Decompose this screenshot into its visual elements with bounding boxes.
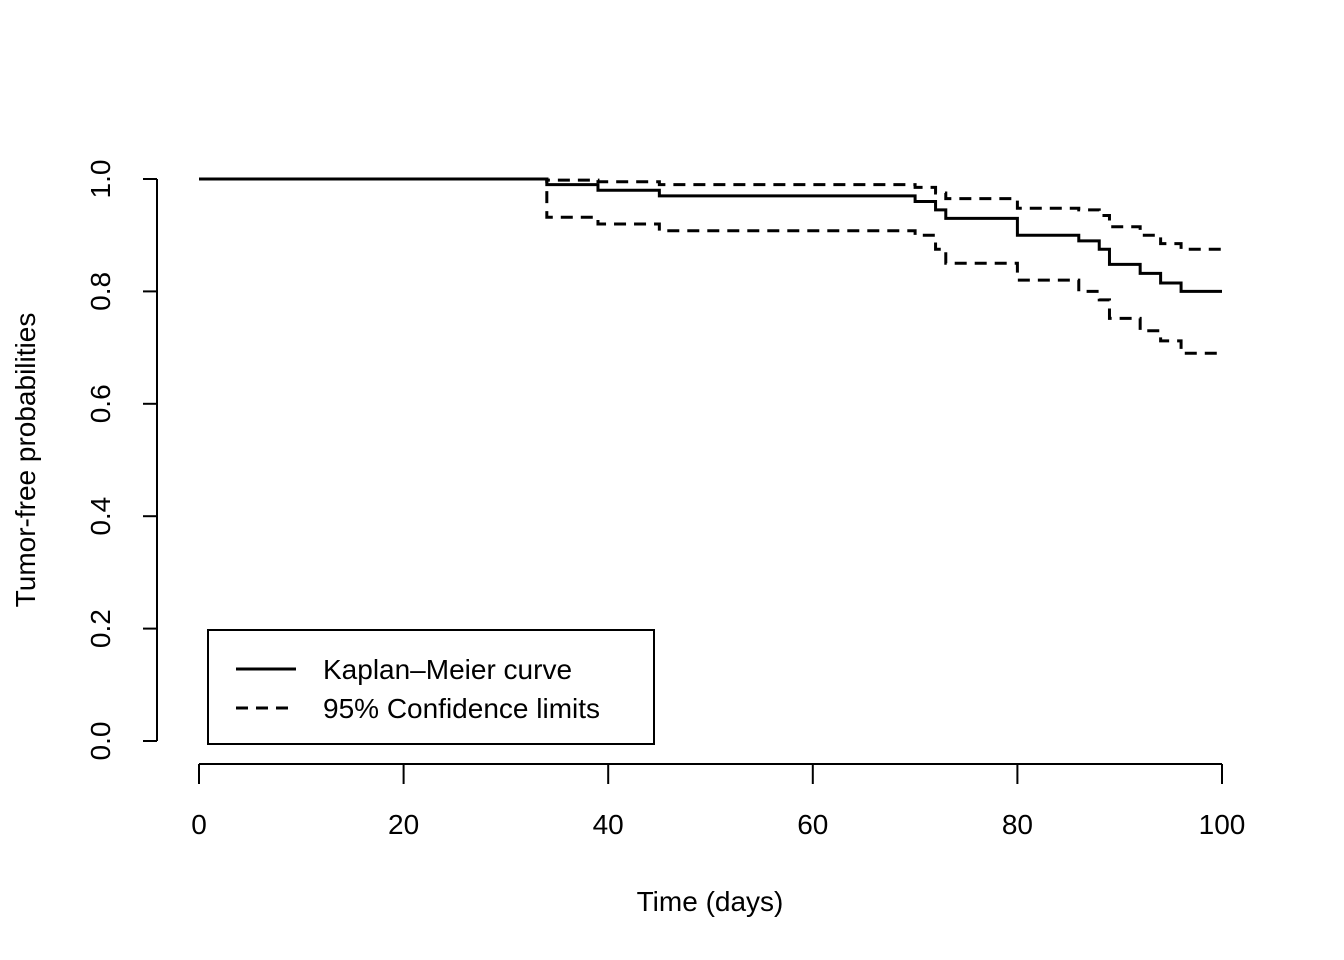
legend-box	[207, 629, 655, 745]
y-tick-label: 1.0	[85, 160, 116, 199]
x-axis-title: Time (days)	[637, 886, 784, 917]
legend-label-km-curve: Kaplan–Meier curve	[323, 654, 572, 685]
y-axis: 0.0 0.2 0.4 0.6 0.8 1.0	[85, 160, 158, 761]
x-tick-label: 40	[593, 809, 624, 840]
x-tick-label: 0	[191, 809, 207, 840]
lower-confidence-limit-line	[199, 177, 1224, 355]
y-tick-label: 0.8	[85, 272, 116, 311]
kaplan-meier-curve-line	[199, 177, 1222, 293]
legend: Kaplan–Meier curve 95% Confidence limits	[207, 629, 655, 745]
x-tick-label: 20	[388, 809, 419, 840]
y-tick-label: 0.2	[85, 609, 116, 648]
x-tick-label: 100	[1199, 809, 1246, 840]
y-axis-title: Tumor-free probabilities	[10, 313, 41, 608]
y-tick-label: 0.6	[85, 384, 116, 423]
y-tick-label: 0.4	[85, 497, 116, 536]
y-tick-label: 0.0	[85, 722, 116, 761]
x-axis: 0 20 40 60 80 100	[191, 763, 1246, 840]
legend-label-confidence-limits: 95% Confidence limits	[323, 693, 600, 724]
x-tick-label: 80	[1002, 809, 1033, 840]
upper-confidence-limit-line	[199, 177, 1224, 251]
series-layer	[199, 177, 1224, 355]
x-tick-label: 60	[797, 809, 828, 840]
